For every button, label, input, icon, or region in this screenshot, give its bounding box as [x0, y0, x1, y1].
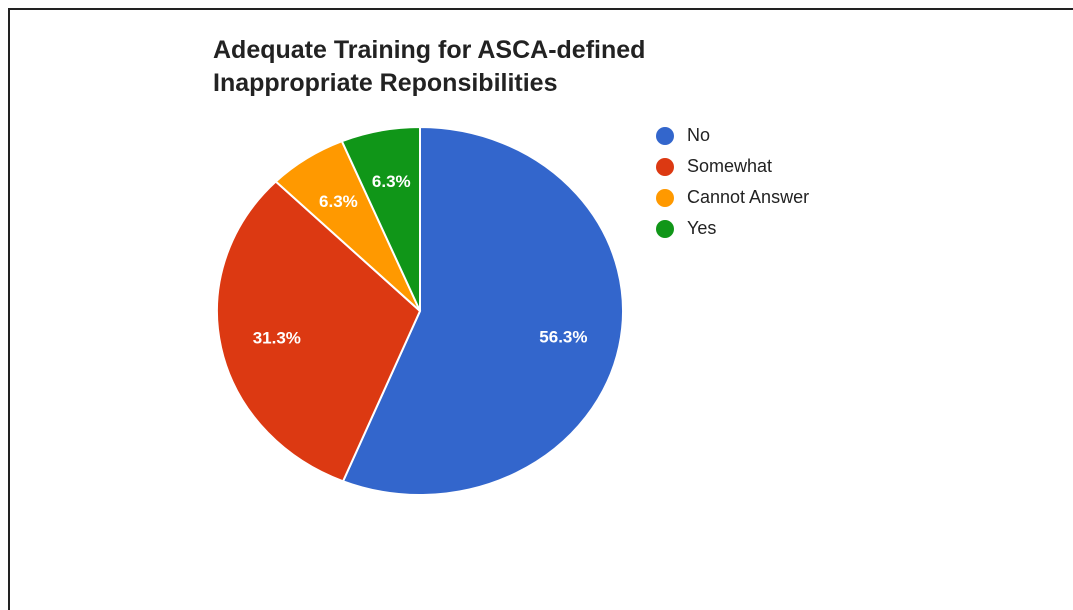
- chart-title: Adequate Training for ASCA-defined Inapp…: [213, 36, 646, 97]
- legend-label: Somewhat: [687, 156, 773, 176]
- legend-item-cannot-answer: Cannot Answer: [656, 182, 809, 213]
- pie-slice-yes: [340, 125, 421, 312]
- legend-swatch: [656, 219, 674, 238]
- legend-label: Cannot Answer: [687, 187, 810, 207]
- legend-item-somewhat: Somewhat: [656, 151, 809, 182]
- pie-slice-no: [341, 125, 624, 496]
- slice-label-somewhat: 31.3%: [253, 328, 301, 347]
- legend-item-yes: Yes: [656, 213, 809, 244]
- slice-label-no: 56.3%: [539, 328, 587, 347]
- legend-label: No: [687, 125, 711, 145]
- slice-label-cannot-answer: 6.3%: [319, 192, 358, 211]
- legend-swatch: [656, 157, 674, 176]
- legend-label: Yes: [687, 218, 717, 238]
- chart-legend: No Somewhat Cannot Answer Yes: [656, 120, 809, 244]
- legend-item-no: No: [656, 120, 809, 151]
- pie-slice-somewhat: [216, 180, 422, 483]
- legend-swatch: [656, 188, 674, 207]
- legend-swatch: [656, 126, 674, 145]
- slice-label-yes: 6.3%: [372, 172, 411, 191]
